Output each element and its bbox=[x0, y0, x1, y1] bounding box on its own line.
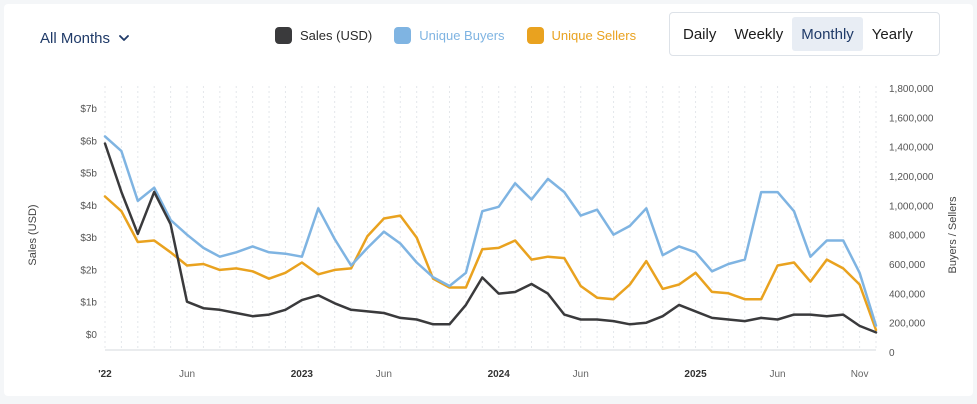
y-right-tick-label: 1,800,000 bbox=[889, 84, 934, 95]
legend-item-sales[interactable]: Sales (USD) bbox=[275, 27, 372, 44]
legend-label-sales: Sales (USD) bbox=[300, 28, 373, 43]
y-left-tick-label: $5b bbox=[80, 169, 97, 180]
y-left-tick-label: $6b bbox=[80, 136, 97, 147]
chart-card bbox=[4, 4, 973, 396]
tab-daily[interactable]: Daily bbox=[683, 25, 717, 43]
y-right-tick-label: 1,200,000 bbox=[889, 172, 934, 183]
x-tick-label: Nov bbox=[851, 369, 869, 380]
x-tick-label: 2023 bbox=[291, 369, 314, 380]
period-tabs: Daily Weekly Monthly Yearly bbox=[669, 12, 940, 56]
y-right-axis-title: Buyers / Sellers bbox=[947, 196, 959, 274]
legend-item-unique-buyers[interactable]: Unique Buyers bbox=[394, 27, 505, 44]
chevron-down-icon bbox=[119, 35, 129, 41]
y-left-tick-label: $4b bbox=[80, 201, 97, 212]
x-tick-label: Jun bbox=[376, 369, 392, 380]
unique-sellers-line bbox=[103, 195, 878, 332]
y-left-tick-label: $1b bbox=[80, 298, 97, 309]
month-range-label: All Months bbox=[40, 29, 111, 47]
y-left-tick-label: $2b bbox=[80, 265, 97, 276]
unique-buyers-line bbox=[103, 135, 878, 327]
legend-label-unique-sellers: Unique Sellers bbox=[551, 28, 637, 43]
x-tick-label: 2024 bbox=[488, 369, 511, 380]
y-right-tick-label: 1,000,000 bbox=[889, 201, 934, 212]
tab-monthly[interactable]: Monthly bbox=[792, 17, 863, 51]
month-range-dropdown[interactable]: All Months bbox=[40, 26, 130, 50]
legend-item-unique-sellers[interactable]: Unique Sellers bbox=[526, 27, 637, 44]
x-tick-label: '22 bbox=[98, 369, 112, 380]
y-right-tick-label: 1,400,000 bbox=[889, 143, 934, 154]
legend-swatch-sales bbox=[275, 27, 292, 44]
y-left-tick-label: $0 bbox=[86, 330, 98, 341]
y-left-axis-title: Sales (USD) bbox=[27, 204, 39, 265]
legend-label-unique-buyers: Unique Buyers bbox=[419, 28, 505, 43]
y-right-tick-label: 1,600,000 bbox=[889, 113, 934, 124]
sales-line bbox=[103, 142, 878, 334]
y-right-tick-label: 800,000 bbox=[889, 231, 926, 242]
tab-weekly[interactable]: Weekly bbox=[734, 25, 784, 43]
y-left-tick-label: $7b bbox=[80, 104, 97, 115]
x-tick-label: Jun bbox=[770, 369, 786, 380]
chart-legend: Sales (USD) Unique Buyers Unique Sellers bbox=[275, 27, 658, 44]
y-right-tick-label: 200,000 bbox=[889, 319, 926, 330]
tab-yearly[interactable]: Yearly bbox=[871, 25, 913, 43]
legend-swatch-unique-sellers bbox=[526, 27, 544, 44]
y-right-tick-label: 400,000 bbox=[889, 289, 926, 300]
y-right-tick-label: 600,000 bbox=[889, 260, 926, 271]
legend-swatch-unique-buyers bbox=[394, 27, 412, 44]
x-tick-label: 2025 bbox=[684, 369, 707, 380]
x-tick-label: Jun bbox=[179, 369, 195, 380]
x-tick-label: Jun bbox=[573, 369, 589, 380]
y-left-tick-label: $3b bbox=[80, 233, 97, 244]
y-right-tick-label: 0 bbox=[889, 348, 895, 359]
